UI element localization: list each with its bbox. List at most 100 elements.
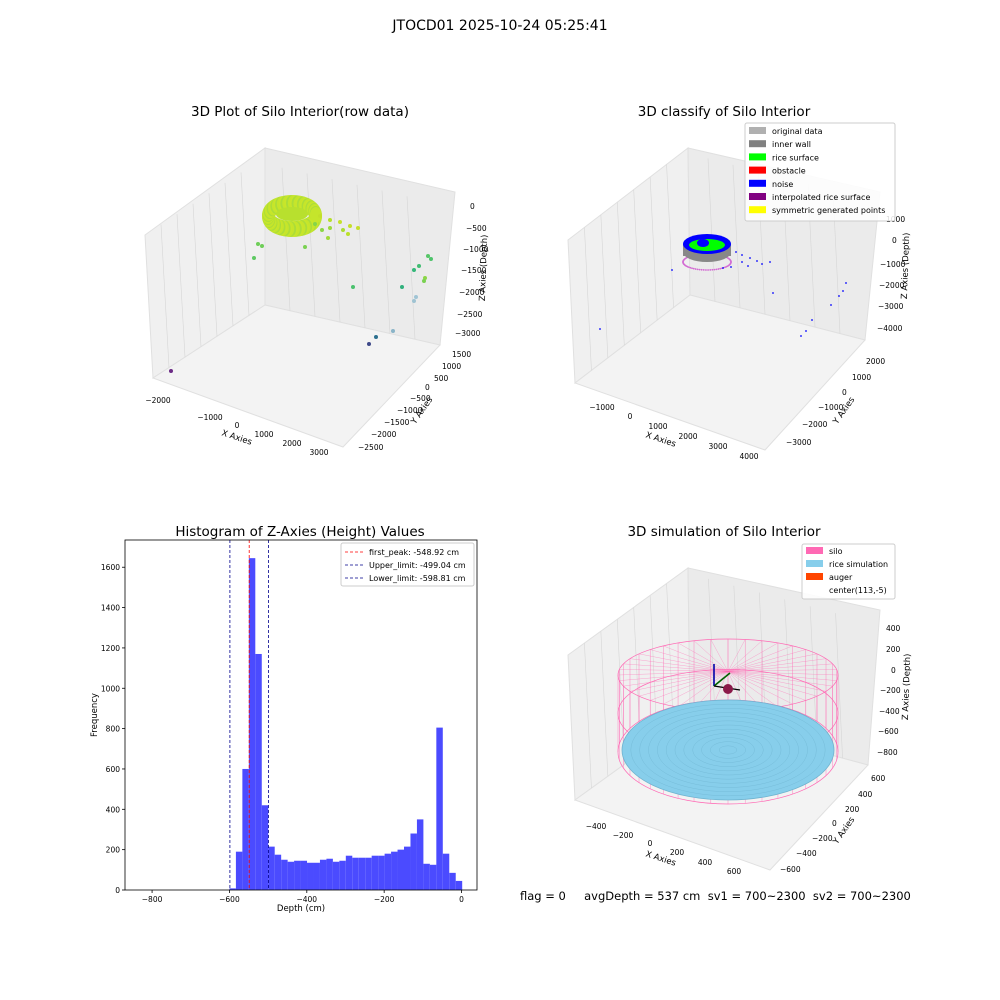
- data-point: [713, 268, 716, 271]
- legend-swatch: [806, 547, 823, 554]
- histogram-bar: [442, 853, 450, 890]
- silo-wire: [629, 658, 729, 672]
- silo-wire: [727, 653, 818, 672]
- data-point: [169, 369, 173, 373]
- data-point: [702, 269, 705, 271]
- y-tick: 0: [425, 383, 430, 392]
- data-point: [830, 304, 832, 306]
- data-point: [414, 295, 418, 299]
- histogram-bar: [358, 857, 366, 890]
- histogram-bar: [352, 857, 359, 890]
- rice-grid: [657, 716, 799, 784]
- x-tick: 0: [235, 421, 240, 430]
- data-point: [256, 242, 260, 246]
- data-point: [338, 220, 342, 224]
- legend-label: rice simulation: [829, 560, 888, 569]
- z-tick: 400: [886, 624, 901, 633]
- y-tick-label: 1400: [101, 604, 120, 613]
- y-tick: 500: [434, 374, 449, 383]
- histogram-bar: [345, 855, 353, 890]
- x-tick: −400: [586, 822, 607, 831]
- y-tick: −600: [780, 865, 801, 874]
- data-point: [696, 268, 699, 271]
- y-tick: −2000: [802, 420, 828, 429]
- x-tick: 4000: [739, 452, 758, 461]
- y-tick: 2000: [866, 357, 885, 366]
- data-point: [328, 226, 332, 230]
- silo-wire: [663, 671, 729, 705]
- silo-wire: [638, 653, 729, 672]
- z-axis-label: Z Axies (Depth): [478, 234, 490, 301]
- histogram-bar: [378, 855, 385, 890]
- z-tick: −3000: [878, 302, 904, 311]
- data-point: [719, 267, 722, 270]
- noise-points: [697, 239, 709, 247]
- z-tick: 200: [886, 645, 901, 654]
- silo-wire: [727, 671, 839, 676]
- z-tick: −2000: [879, 281, 905, 290]
- silo-wire: [727, 671, 827, 692]
- x-tick-label: −800: [142, 895, 163, 904]
- x-tick: −200: [613, 831, 634, 840]
- data-point: [735, 251, 737, 253]
- histogram-bar: [455, 880, 463, 890]
- data-point: [700, 268, 703, 271]
- z-axis-label: Z Axies (Depth): [900, 232, 912, 299]
- data-point: [412, 268, 416, 272]
- data-point: [842, 290, 844, 292]
- rice-grid: [701, 737, 755, 763]
- data-point: [691, 267, 693, 270]
- legend-label: first_peak: -548.92 cm: [369, 548, 459, 557]
- histogram-bar: [436, 727, 443, 890]
- histogram-frame: [124, 539, 478, 891]
- data-point: [367, 342, 371, 346]
- x-tick: −1000: [589, 403, 615, 412]
- x-tick: 3000: [309, 448, 328, 457]
- y-tick: 1500: [452, 350, 471, 359]
- silo-wire: [727, 658, 827, 672]
- silo-wire: [727, 669, 837, 672]
- legend-swatch: [749, 140, 766, 148]
- z-tick: −600: [878, 727, 899, 736]
- data-point: [715, 268, 718, 271]
- silo-wire: [727, 642, 779, 672]
- data-point: [276, 207, 308, 221]
- legend-label: inner wall: [772, 140, 811, 149]
- z-tick: −2500: [457, 310, 483, 319]
- legend-label: auger: [829, 573, 853, 582]
- legend-swatch: [749, 127, 766, 134]
- histogram-bar: [235, 851, 243, 890]
- panel-raw-title: 3D Plot of Silo Interior(row data): [191, 104, 409, 120]
- histogram-bar: [313, 862, 320, 890]
- silo-wire: [727, 645, 793, 672]
- histogram-bar: [449, 872, 456, 890]
- silo-wire: [663, 645, 729, 672]
- z-tick: 0: [892, 236, 897, 245]
- z-tick: −4000: [877, 324, 903, 333]
- data-point: [417, 264, 421, 268]
- data-point: [705, 269, 707, 271]
- legend-label: original data: [772, 127, 823, 136]
- rice-grid: [666, 720, 790, 780]
- legend-label: Lower_limit: -598.81 cm: [369, 574, 466, 583]
- x-tick-label: −200: [374, 895, 395, 904]
- data-point: [769, 261, 771, 263]
- x-tick: 400: [698, 858, 713, 867]
- data-point: [400, 285, 404, 289]
- data-point: [722, 267, 724, 269]
- histogram-bar: [391, 851, 398, 890]
- data-point: [730, 266, 732, 268]
- z-tick: −3000: [455, 329, 481, 338]
- data-point: [374, 335, 378, 339]
- x-tick: 0: [648, 839, 653, 848]
- x-tick: −1000: [197, 413, 223, 422]
- y-tick: −2000: [371, 430, 397, 439]
- histogram-bar: [404, 846, 411, 890]
- histogram-bar: [248, 558, 256, 890]
- data-point: [756, 260, 758, 262]
- x-axis-label: X Axies: [220, 428, 253, 447]
- z-tick: −800: [877, 748, 898, 757]
- data-point: [348, 224, 352, 228]
- rice-grid: [630, 704, 826, 796]
- silo-wire: [677, 642, 729, 672]
